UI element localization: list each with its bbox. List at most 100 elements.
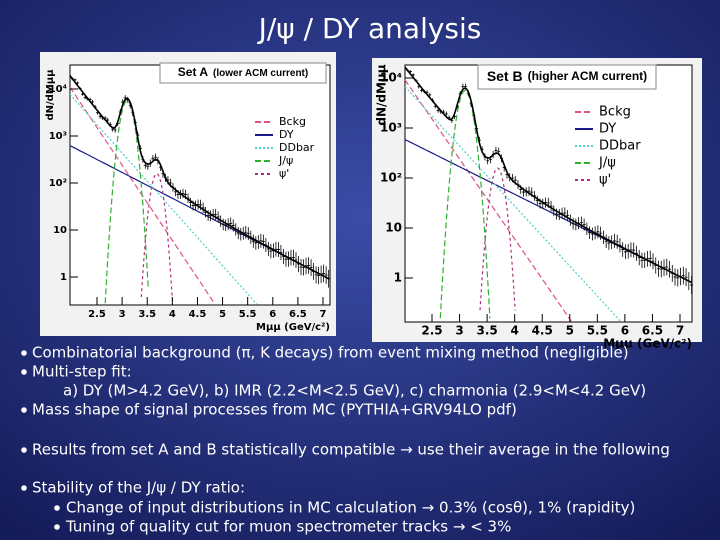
data-point bbox=[651, 253, 655, 270]
data-point bbox=[98, 114, 102, 119]
x-tick-label: 5 bbox=[219, 309, 226, 320]
data-point bbox=[209, 210, 213, 222]
data-point bbox=[86, 97, 90, 101]
data-point bbox=[101, 115, 105, 121]
y-tick-label: 10² bbox=[49, 178, 67, 189]
data-point bbox=[406, 69, 410, 72]
legend-label: Bckg bbox=[279, 115, 306, 128]
data-point bbox=[665, 258, 669, 276]
set-label: Set A (lower ACM current) bbox=[178, 65, 308, 79]
data-point bbox=[679, 267, 683, 286]
legend-label: DY bbox=[599, 122, 616, 137]
bullet-dot bbox=[21, 485, 27, 491]
y-tick-label: 1 bbox=[60, 272, 67, 283]
curves bbox=[69, 75, 331, 305]
data-point bbox=[513, 175, 517, 185]
curves bbox=[404, 66, 694, 323]
data-point bbox=[73, 78, 77, 82]
data-point bbox=[670, 264, 674, 282]
data-point bbox=[111, 126, 115, 132]
data-point bbox=[425, 90, 429, 95]
data-point bbox=[83, 96, 87, 100]
data-point bbox=[138, 145, 142, 152]
data-point bbox=[148, 159, 152, 167]
data-point bbox=[221, 218, 225, 231]
data-point bbox=[314, 266, 318, 284]
set-label: Set B (higher ACM current) bbox=[487, 68, 647, 84]
data-point bbox=[312, 262, 316, 280]
data-point bbox=[146, 162, 150, 170]
data-point bbox=[116, 120, 120, 127]
data-point bbox=[299, 258, 303, 276]
x-tick-label: 4 bbox=[510, 324, 518, 338]
y-tick-label: 10 bbox=[385, 221, 402, 235]
data-point bbox=[76, 81, 80, 85]
set-name: Set A bbox=[178, 65, 209, 79]
data-point bbox=[163, 173, 167, 182]
legend-label: J/ψ bbox=[278, 154, 293, 167]
plot-frame bbox=[404, 64, 693, 323]
data-point bbox=[643, 252, 647, 269]
data-point bbox=[201, 202, 205, 214]
data-point bbox=[251, 234, 255, 248]
bullet-dot bbox=[21, 407, 27, 413]
data-point bbox=[196, 199, 200, 210]
data-point bbox=[236, 226, 240, 240]
data-point bbox=[81, 92, 85, 96]
data-point bbox=[502, 163, 506, 172]
data-point bbox=[458, 91, 462, 97]
bullet-text: Multi-step fit: bbox=[32, 363, 132, 381]
x-tick-label: 6.5 bbox=[289, 309, 307, 320]
data-point bbox=[103, 115, 107, 121]
data-point bbox=[571, 217, 575, 230]
data-point bbox=[588, 226, 592, 239]
data-point bbox=[549, 200, 553, 212]
x-tick-label: 5 bbox=[566, 324, 574, 338]
set-name: Set B bbox=[487, 68, 523, 84]
plots: 10⁴ 10³ 10² 10 1 2.5 3 3.5 4 4.5 5 5.5 6 6.5 7 dN/dMμμ M… bbox=[40, 52, 702, 351]
data-point bbox=[450, 117, 454, 123]
data-point bbox=[409, 70, 413, 73]
x-tick-label: 3 bbox=[119, 309, 126, 320]
data-point bbox=[274, 241, 278, 257]
data-point bbox=[153, 153, 157, 161]
data-point bbox=[621, 242, 625, 257]
fit-component bbox=[439, 90, 491, 319]
data-point bbox=[472, 112, 476, 120]
data-point bbox=[279, 245, 283, 261]
data-point bbox=[133, 119, 137, 126]
data-point bbox=[128, 102, 132, 109]
data-point bbox=[231, 219, 235, 232]
data-point bbox=[610, 235, 614, 250]
data-point bbox=[317, 266, 321, 285]
sub-bullet-text: Change of input distributions in MC calc… bbox=[66, 499, 635, 517]
data-point bbox=[555, 208, 559, 220]
plot-panel: 10⁴ 10³ 10² 10 1 2.5 3 3.5 4 4.5 5 5.5 6 6.5 7 dN/dMμμ M… bbox=[372, 58, 702, 351]
data-point bbox=[121, 99, 125, 105]
data-point bbox=[88, 97, 92, 102]
data-point bbox=[439, 109, 443, 115]
legend-label: Bckg bbox=[599, 105, 631, 120]
data-point bbox=[590, 227, 594, 241]
data-point bbox=[297, 256, 301, 273]
y-tick-label: 10³ bbox=[380, 121, 402, 135]
data-point bbox=[307, 257, 311, 274]
bullet-text: Combinatorial background (π, K decays) f… bbox=[32, 344, 629, 362]
data-point bbox=[566, 209, 570, 222]
data-point bbox=[199, 199, 203, 210]
data-point bbox=[488, 156, 492, 164]
x-tick-label: 5.5 bbox=[239, 309, 257, 320]
data-point bbox=[131, 109, 135, 116]
data-point bbox=[96, 110, 100, 115]
data-point bbox=[497, 147, 501, 156]
data-point bbox=[615, 234, 619, 249]
data-point bbox=[486, 157, 490, 165]
data-point bbox=[319, 265, 323, 284]
data-point bbox=[417, 85, 421, 89]
data-point bbox=[508, 173, 512, 182]
data-point bbox=[176, 190, 180, 199]
data-point bbox=[645, 250, 649, 267]
data-point bbox=[229, 217, 233, 230]
data-point bbox=[464, 83, 468, 90]
